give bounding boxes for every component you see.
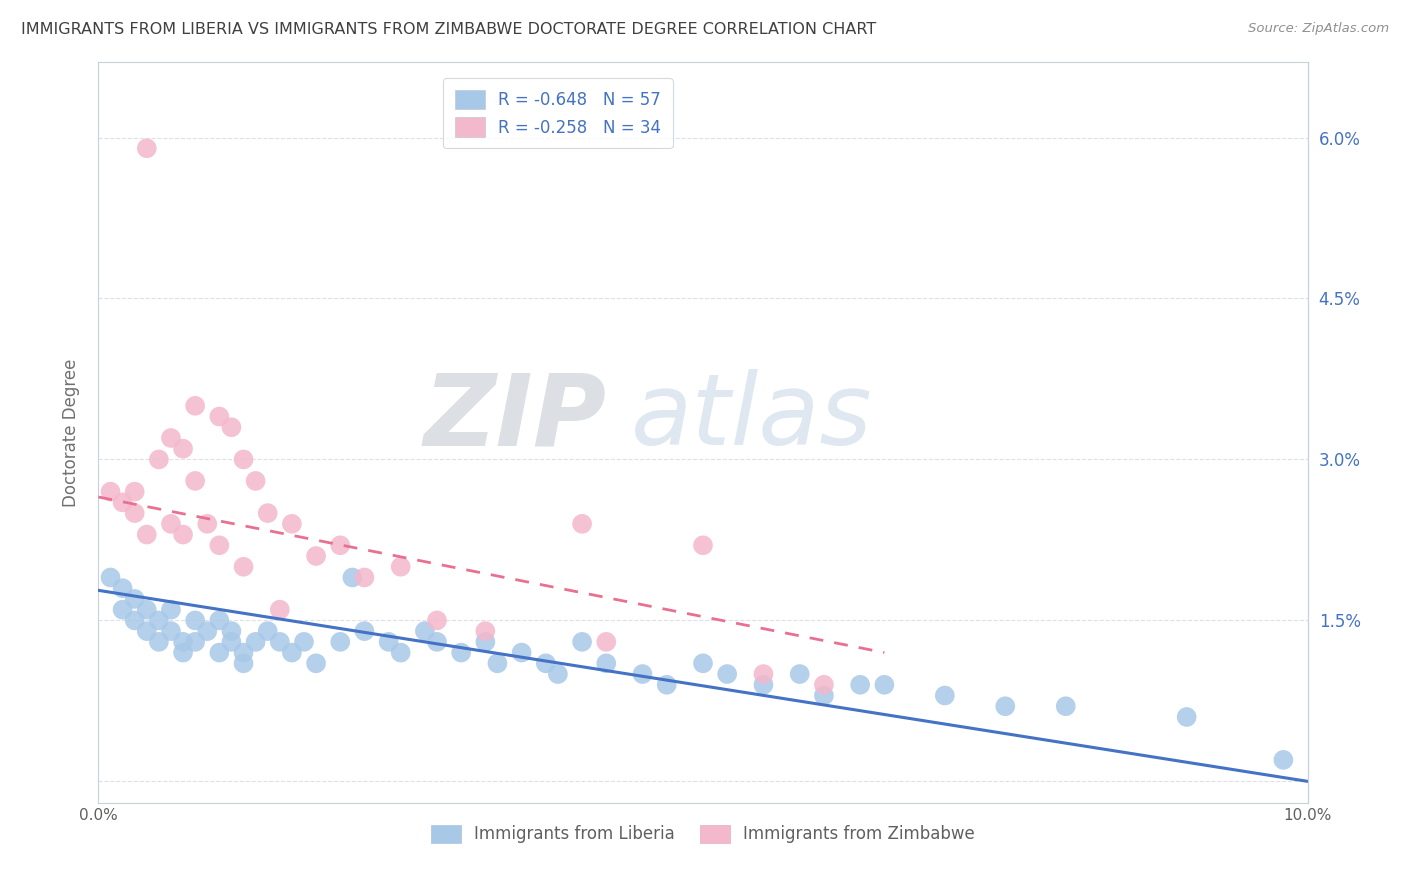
Point [148,635,170,649]
Point [135,141,157,155]
Legend: Immigrants from Liberia, Immigrants from Zimbabwe: Immigrants from Liberia, Immigrants from… [425,818,981,850]
Point [160,431,183,445]
Point [849,678,872,692]
Point [510,646,533,660]
Point [172,442,194,456]
Point [329,635,352,649]
Point [655,678,678,692]
Point [281,646,304,660]
Point [571,635,593,649]
Point [195,516,218,531]
Point [148,452,170,467]
Point [474,624,496,639]
Point [111,581,134,595]
Point [813,678,835,692]
Point [450,646,472,660]
Point [111,495,134,509]
Point [135,624,157,639]
Point [208,538,231,552]
Point [245,474,267,488]
Point [353,570,375,584]
Point [100,570,122,584]
Point [1175,710,1198,724]
Point [148,614,170,628]
Point [1272,753,1295,767]
Point [135,602,157,616]
Point [547,667,569,681]
Point [172,527,194,541]
Point [426,635,449,649]
Point [245,635,267,649]
Point [534,657,557,671]
Point [305,657,328,671]
Point [160,624,183,639]
Point [716,667,738,681]
Point [232,657,254,671]
Point [256,506,278,520]
Point [281,516,304,531]
Point [571,516,593,531]
Point [184,399,207,413]
Point [100,484,122,499]
Point [813,689,835,703]
Point [752,667,775,681]
Text: IMMIGRANTS FROM LIBERIA VS IMMIGRANTS FROM ZIMBABWE DOCTORATE DEGREE CORRELATION: IMMIGRANTS FROM LIBERIA VS IMMIGRANTS FR… [21,22,876,37]
Point [389,646,412,660]
Point [172,635,194,649]
Point [184,474,207,488]
Point [873,678,896,692]
Point [221,635,243,649]
Point [221,420,243,434]
Point [208,409,231,424]
Point [184,614,207,628]
Y-axis label: Doctorate Degree: Doctorate Degree [62,359,80,507]
Point [160,516,183,531]
Point [208,614,231,628]
Point [994,699,1017,714]
Point [221,624,243,639]
Point [292,635,315,649]
Point [595,657,617,671]
Text: ZIP: ZIP [423,369,606,467]
Point [111,602,134,616]
Point [305,549,328,563]
Point [1054,699,1077,714]
Point [934,689,956,703]
Point [329,538,352,552]
Point [172,646,194,660]
Point [124,591,146,606]
Point [631,667,654,681]
Point [269,635,291,649]
Point [377,635,399,649]
Point [269,602,291,616]
Point [486,657,509,671]
Point [256,624,278,639]
Point [195,624,218,639]
Point [389,559,412,574]
Point [426,614,449,628]
Text: atlas: atlas [630,369,872,467]
Point [160,602,183,616]
Point [789,667,811,681]
Point [595,635,617,649]
Point [692,657,714,671]
Point [474,635,496,649]
Point [752,678,775,692]
Point [232,452,254,467]
Point [342,570,364,584]
Point [124,506,146,520]
Point [184,635,207,649]
Text: Source: ZipAtlas.com: Source: ZipAtlas.com [1249,22,1389,36]
Point [135,527,157,541]
Point [208,646,231,660]
Point [232,646,254,660]
Point [413,624,436,639]
Point [353,624,375,639]
Point [124,484,146,499]
Point [124,614,146,628]
Point [692,538,714,552]
Point [232,559,254,574]
